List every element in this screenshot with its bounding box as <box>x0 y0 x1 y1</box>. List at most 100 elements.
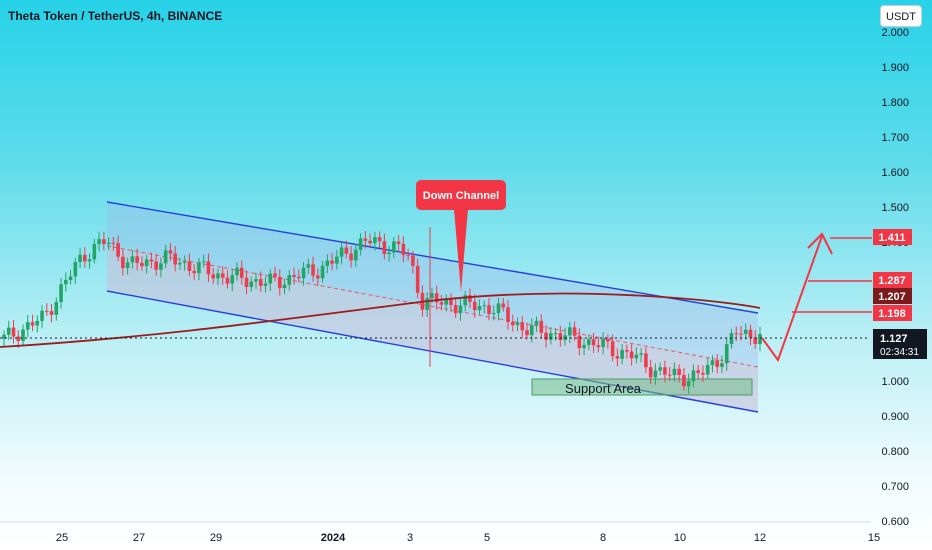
price-label-bg <box>873 305 912 321</box>
x-axis-tick: 5 <box>484 532 490 544</box>
candle-body <box>44 310 49 312</box>
candle-body <box>601 338 605 348</box>
candle-body <box>539 320 544 333</box>
candle-body <box>639 353 643 355</box>
price-label: 1.287 <box>878 275 906 287</box>
candle-body <box>178 262 182 265</box>
candle-body <box>487 305 491 315</box>
candle-body <box>739 333 743 335</box>
price-label: 1.198 <box>878 308 906 320</box>
candle-body <box>525 330 529 336</box>
candle-body <box>277 276 282 289</box>
candle-body <box>358 238 363 250</box>
candle-body <box>163 250 168 264</box>
candle-body <box>482 305 487 307</box>
y-axis-tick: 1.900 <box>881 62 909 74</box>
candle-body <box>102 239 106 245</box>
candle-body <box>330 260 334 264</box>
candle-body <box>363 238 368 241</box>
candle-body <box>453 304 458 314</box>
channel-upper-line <box>106 201 759 314</box>
candle-body <box>201 261 206 263</box>
candle-body <box>591 339 596 346</box>
candle-body <box>2 334 6 339</box>
candle-body <box>677 368 681 375</box>
candle-body <box>415 265 420 293</box>
current-price-value: 1.127 <box>880 333 908 345</box>
candle-body <box>292 275 296 277</box>
x-axis-tick: 12 <box>754 532 766 544</box>
y-axis-tick: 0.700 <box>881 481 909 493</box>
x-axis-tick: 3 <box>407 532 413 544</box>
candle-body <box>411 255 415 266</box>
candle-body <box>406 255 410 257</box>
candle-body <box>691 370 696 382</box>
candle-body <box>254 279 258 282</box>
candle-body <box>468 295 472 302</box>
y-axis-tick: 1.500 <box>881 202 909 214</box>
projection-arrowhead <box>807 232 833 255</box>
candle-body <box>392 241 396 253</box>
candle-body <box>263 283 268 286</box>
candle-body <box>582 344 586 349</box>
candle-body <box>477 305 482 311</box>
candle-body <box>306 264 311 268</box>
down-channel-callout <box>416 180 506 210</box>
candle-body <box>211 274 216 279</box>
candle-body <box>192 270 196 274</box>
candle-body <box>249 281 254 287</box>
candle-body <box>743 329 748 334</box>
candle-body <box>54 301 59 315</box>
candle-body <box>548 333 553 340</box>
candle-body <box>577 335 582 349</box>
candle-body <box>230 275 235 284</box>
candle-body <box>78 254 82 263</box>
candle-body <box>705 364 710 375</box>
candle-body <box>625 349 629 352</box>
candle-body <box>187 261 192 271</box>
candle-body <box>472 301 477 311</box>
y-axis-tick: 1.000 <box>881 376 909 388</box>
candle-body <box>159 263 163 270</box>
candle-body <box>111 242 116 244</box>
candle-body <box>73 262 78 277</box>
candle-body <box>135 256 139 263</box>
candle-body <box>568 327 572 336</box>
candle-body <box>629 351 634 359</box>
y-axis-tick: 1.800 <box>881 97 909 109</box>
currency-selector[interactable]: USDT <box>880 5 922 27</box>
y-axis-tick: 0.600 <box>881 516 909 528</box>
candle-body <box>206 261 211 275</box>
candle-body <box>653 370 658 378</box>
candle-body <box>672 368 677 376</box>
candle-body <box>634 354 639 359</box>
candle-body <box>235 267 239 276</box>
candle-body <box>710 360 715 365</box>
candle-body <box>729 333 734 345</box>
candle-body <box>430 293 434 299</box>
candle-body <box>154 261 158 270</box>
price-label: 1.411 <box>879 232 906 244</box>
candle-body <box>25 322 30 330</box>
candle-body <box>720 363 724 367</box>
candle-body <box>258 279 263 286</box>
candle-body <box>615 356 620 359</box>
candle-body <box>121 256 125 269</box>
candle-body <box>311 264 315 276</box>
x-axis-tick: 29 <box>210 532 222 544</box>
candle-body <box>68 276 73 281</box>
candle-body <box>377 237 382 242</box>
candle-body <box>268 273 273 284</box>
candle-body <box>648 367 653 378</box>
candle-body <box>734 333 739 335</box>
down-channel-pointer <box>454 209 468 292</box>
candle-body <box>273 273 277 277</box>
candle-body <box>106 242 111 245</box>
candle-body <box>282 284 287 289</box>
candle-body <box>748 329 753 338</box>
candle-body <box>339 247 344 257</box>
candle-body <box>335 256 339 264</box>
candle-body <box>491 313 496 315</box>
candle-body <box>16 336 21 342</box>
